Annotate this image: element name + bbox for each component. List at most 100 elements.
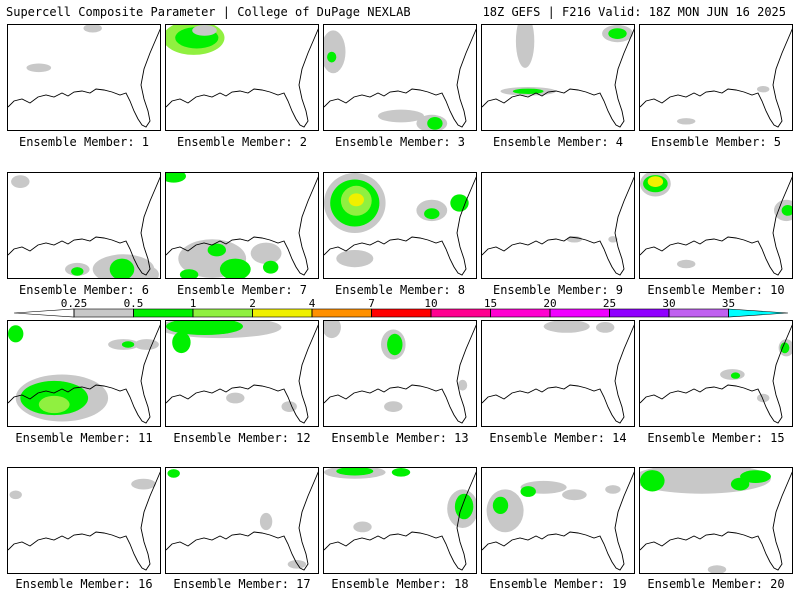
scp-contour [167,469,180,478]
scp-field [166,25,318,128]
legend-swatch [133,308,194,318]
scp-contour [566,236,583,243]
scp-field [324,321,476,424]
valid-time: 18Z GEFS | F216 Valid: 18Z MON JUN 16 20… [482,5,786,19]
ensemble-member-label: Ensemble Member: 6 [18,283,150,297]
ensemble-member-map [7,172,161,279]
scp-contour [740,470,771,483]
scp-field [482,321,634,424]
ensemble-member-label: Ensemble Member: 12 [173,431,311,445]
scp-contour [336,468,374,476]
legend-tick-label: 0.25 [61,298,88,310]
scp-field [640,28,792,128]
scp-contour [454,493,474,520]
ensemble-member-label: Ensemble Member: 7 [176,283,308,297]
ensemble-member-map [639,467,793,574]
scp-contour [134,339,159,350]
scp-contour [730,372,741,379]
legend-swatch [192,308,253,318]
ensemble-member-label: Ensemble Member: 16 [15,577,153,591]
coastline [324,471,476,571]
scp-contour [492,496,509,514]
chart-title: Supercell Composite Parameter | College … [6,5,411,19]
scp-contour [596,322,615,333]
legend-tick-label: 2 [249,298,256,310]
ensemble-member-map [165,320,319,427]
ensemble-member-map [323,467,477,574]
scp-contour [131,478,156,490]
scp-contour [327,51,337,63]
ensemble-member-map [323,320,477,427]
ensemble-member-map [481,320,635,427]
scp-contour [677,118,696,125]
scp-field [166,469,318,571]
coastline [324,324,476,424]
scp-field [482,471,634,571]
scp-contour [11,175,30,188]
scp-contour [562,489,587,501]
scp-contour [543,321,590,333]
scp-contour [427,117,443,130]
color-scale-legend: 0.25 0.5 1 2 4 7 10 15 20 25 30 35 [14,298,789,318]
scp-contour [384,401,403,412]
scp-contour [192,25,217,36]
legend-swatch [668,308,729,318]
legend-tick-label: 20 [543,298,556,310]
legend-swatch [371,308,432,318]
scp-contour [677,259,696,269]
coastline [8,324,160,424]
scp-contour [226,392,245,404]
coastline [8,28,160,128]
legend-swatch [549,308,610,318]
scp-contour [134,266,159,278]
coastline [640,28,792,128]
scp-contour [263,260,279,274]
scp-contour [324,30,346,74]
legend-tick-label: 4 [309,298,316,310]
scp-contour [377,109,425,123]
coastline [324,176,476,276]
scp-contour [781,205,792,216]
scp-field [8,324,160,424]
ensemble-member-map [7,320,161,427]
scp-contour [281,401,297,412]
scp-field [8,471,160,571]
scp-contour [730,477,750,491]
scp-contour [424,208,440,220]
coastline [482,176,634,276]
scp-contour [250,242,282,264]
ensemble-member-label: Ensemble Member: 17 [173,577,311,591]
scp-contour [608,236,618,243]
ensemble-member-label: Ensemble Member: 14 [489,431,627,445]
scp-contour [640,470,665,492]
scp-field [324,28,476,130]
ensemble-member-label: Ensemble Member: 18 [331,577,469,591]
legend-arrow-low [14,308,75,318]
scp-contour [458,379,468,391]
scp-field [166,173,318,278]
coastline [8,471,160,571]
legend-tick-label: 7 [368,298,375,310]
scp-contour [166,321,243,335]
scp-field [640,173,792,276]
ensemble-member-label: Ensemble Member: 20 [647,577,785,591]
scp-field [482,176,634,276]
coastline [166,324,318,424]
ensemble-member-label: Ensemble Member: 1 [18,135,150,149]
scp-contour [387,333,403,356]
legend-tick-label: 10 [424,298,437,310]
scp-field [640,468,792,573]
ensemble-member-label: Ensemble Member: 4 [492,135,624,149]
ensemble-member-label: Ensemble Member: 15 [647,431,785,445]
scp-contour [287,560,307,569]
scp-contour [707,565,727,573]
ensemble-member-label: Ensemble Member: 2 [176,135,308,149]
coastline [166,28,318,128]
scp-field [482,25,634,128]
scp-contour [26,63,52,73]
legend-swatch [728,308,789,318]
scp-field [640,324,792,424]
scp-contour [348,193,364,207]
scp-contour [83,25,102,33]
scp-contour [109,258,135,278]
